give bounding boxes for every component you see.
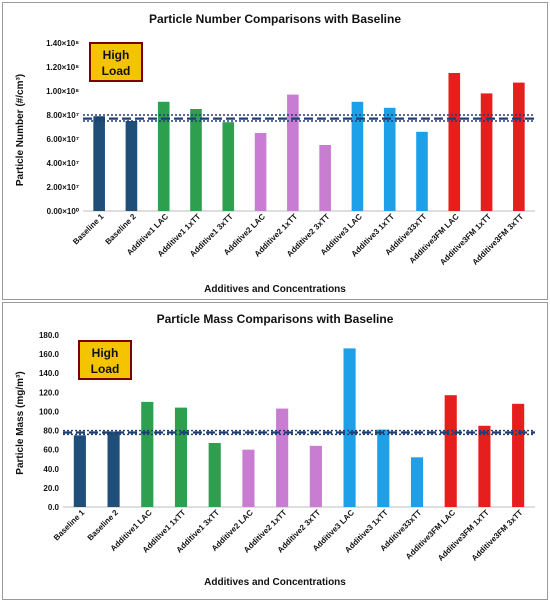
y-tick-label: 160.0: [39, 350, 60, 359]
load-badge-line-2: Load: [102, 64, 131, 78]
bar: [416, 131, 428, 211]
bar: [222, 122, 235, 211]
bar: [480, 93, 493, 211]
y-tick-label: 6.00×10⁷: [47, 135, 79, 144]
bar: [351, 101, 364, 211]
x-axis-title: Additives and Concentrations: [204, 284, 346, 295]
bar: [513, 82, 525, 211]
y-tick-label: 180.0: [39, 331, 60, 340]
x-axis-title: Additives and Concentrations: [204, 577, 346, 588]
y-tick-label: 0.00×10⁰: [47, 207, 80, 216]
particle-number-chart: Particle Number Comparisons with Baselin…: [15, 12, 535, 295]
y-tick-label: 20.0: [43, 484, 59, 493]
y-tick-label: 1.00×10⁸: [46, 87, 79, 96]
bar: [444, 395, 457, 507]
bar: [174, 407, 188, 507]
bar: [383, 107, 396, 211]
x-tick-label: Baseline 1: [52, 508, 87, 543]
particle-mass-chart: Particle Mass Comparisons with Baseline …: [15, 312, 535, 588]
x-tick-label: Baseline 2: [86, 508, 121, 543]
y-axis-title: Particle Mass (mg/m³): [15, 371, 26, 474]
bar: [276, 408, 289, 507]
bar: [190, 109, 202, 211]
chart-title: Particle Number Comparisons with Baselin…: [149, 12, 401, 26]
bar: [242, 449, 255, 507]
load-badge-box: [89, 42, 143, 82]
bar: [254, 133, 267, 211]
bar: [478, 425, 491, 507]
load-badge-box: [78, 340, 132, 380]
bar: [208, 442, 221, 507]
load-badge-line-2: Load: [91, 362, 120, 376]
y-tick-label: 2.00×10⁷: [47, 183, 79, 192]
y-tick-label: 8.00×10⁷: [47, 111, 79, 120]
load-badge: High Load: [78, 340, 132, 380]
y-tick-label: 1.40×10⁸: [46, 39, 79, 48]
bar: [93, 116, 105, 211]
bar: [107, 431, 120, 507]
bar: [309, 445, 322, 507]
particle-mass-chart-panel: Particle Mass Comparisons with Baseline …: [2, 302, 548, 600]
bar: [157, 101, 170, 211]
bar: [73, 435, 86, 507]
y-tick-label: 0.0: [48, 503, 60, 512]
x-tick-label: Baseline 2: [103, 212, 138, 247]
load-badge: High Load: [89, 42, 143, 82]
y-tick-label: 1.20×10⁸: [46, 63, 79, 72]
bar: [125, 121, 138, 211]
y-tick-label: 40.0: [43, 465, 59, 474]
y-tick-label: 140.0: [39, 369, 60, 378]
y-tick-label: 100.0: [39, 407, 60, 416]
y-tick-label: 60.0: [43, 446, 59, 455]
bar: [141, 401, 154, 507]
y-tick-label: 4.00×10⁷: [47, 159, 79, 168]
bar: [343, 348, 356, 507]
particle-number-chart-panel: Particle Number Comparisons with Baselin…: [2, 2, 548, 300]
y-tick-label: 80.0: [43, 427, 59, 436]
bar: [287, 94, 299, 211]
x-tick-label: Baseline 1: [71, 212, 106, 247]
y-tick-label: 120.0: [39, 388, 60, 397]
load-badge-line-1: High: [92, 346, 119, 360]
bar: [410, 457, 424, 507]
y-axis-title: Particle Number (#/cm³): [15, 74, 26, 186]
bar: [319, 145, 331, 211]
bar: [512, 403, 525, 507]
chart-title: Particle Mass Comparisons with Baseline: [157, 312, 394, 326]
bar: [377, 429, 390, 507]
load-badge-line-1: High: [103, 48, 130, 62]
bar: [448, 73, 461, 211]
